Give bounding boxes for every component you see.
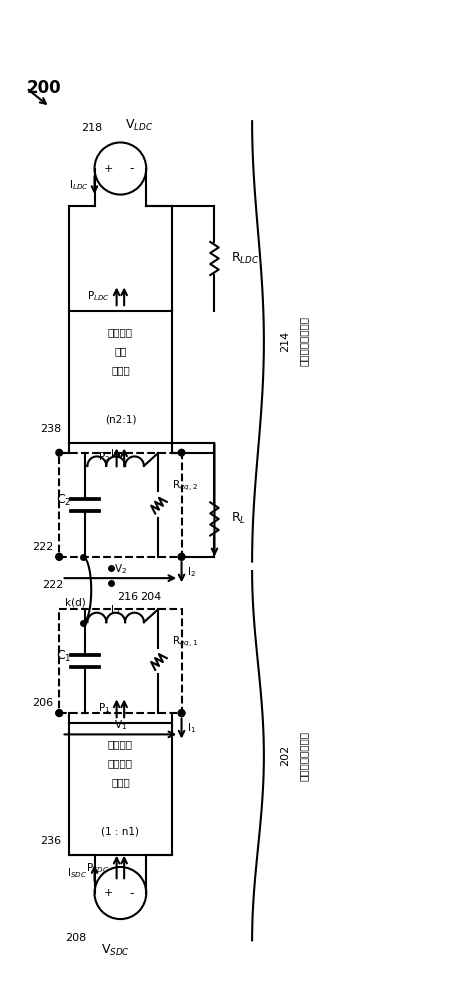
Text: I$_1$: I$_1$: [187, 722, 196, 735]
Text: 基座无线充电系统: 基座无线充电系统: [299, 731, 309, 781]
Circle shape: [178, 710, 185, 716]
Bar: [69, 723, 172, 855]
Text: V$_1$: V$_1$: [114, 718, 127, 732]
Text: L$_2$: L$_2$: [110, 447, 121, 461]
Circle shape: [56, 449, 62, 456]
Text: 电动载具: 电动载具: [108, 327, 133, 337]
Text: (n2:1): (n2:1): [105, 414, 136, 424]
Text: 200: 200: [26, 79, 61, 97]
Text: 202: 202: [280, 745, 290, 766]
Text: R$_L$: R$_L$: [231, 511, 246, 526]
Text: 222: 222: [42, 580, 64, 590]
Text: C$_1$: C$_1$: [56, 649, 72, 664]
Text: 转换器: 转换器: [111, 365, 130, 375]
Circle shape: [178, 554, 185, 560]
Text: R$_{eq, 2}$: R$_{eq, 2}$: [172, 479, 198, 493]
Circle shape: [56, 554, 62, 560]
Text: +: +: [104, 164, 113, 174]
Text: C$_2$: C$_2$: [56, 492, 72, 508]
Text: R$_{LDC}$: R$_{LDC}$: [231, 251, 259, 266]
Circle shape: [56, 710, 62, 716]
Text: 214: 214: [280, 331, 290, 352]
Text: 基座充电: 基座充电: [108, 739, 133, 749]
Bar: [69, 311, 172, 443]
Text: V$_{SDC}$: V$_{SDC}$: [101, 943, 130, 958]
Text: P$_2$: P$_2$: [98, 450, 110, 464]
Circle shape: [178, 710, 185, 716]
Circle shape: [178, 449, 185, 456]
Text: I$_2$: I$_2$: [187, 565, 196, 579]
Text: P$_{SDC}$: P$_{SDC}$: [87, 862, 110, 875]
Text: 218: 218: [81, 123, 103, 133]
Text: k(d): k(d): [65, 597, 86, 607]
Text: 222: 222: [32, 542, 54, 552]
Text: I$_{SDC}$: I$_{SDC}$: [67, 866, 88, 880]
Circle shape: [56, 554, 62, 560]
Text: -: -: [130, 887, 134, 900]
Text: V$_{LDC}$: V$_{LDC}$: [125, 118, 153, 133]
Text: 功率: 功率: [114, 346, 127, 356]
Text: -: -: [130, 162, 134, 175]
Text: P$_{LDC}$: P$_{LDC}$: [87, 289, 110, 303]
Text: +: +: [104, 888, 113, 898]
Text: P$_1$: P$_1$: [98, 701, 110, 715]
Text: R$_{eq, 1}$: R$_{eq, 1}$: [172, 635, 198, 649]
Text: 转换器: 转换器: [111, 777, 130, 787]
Bar: [59, 609, 181, 713]
Text: 208: 208: [65, 933, 86, 943]
Text: I$_{LDC}$: I$_{LDC}$: [69, 178, 89, 192]
Circle shape: [56, 710, 62, 716]
Circle shape: [178, 554, 185, 560]
Text: 206: 206: [32, 698, 54, 708]
Text: 电动载具充电系统: 电动载具充电系统: [299, 316, 309, 366]
Text: 204: 204: [140, 592, 161, 602]
Text: L$_1$: L$_1$: [110, 604, 122, 617]
Text: V$_2$: V$_2$: [114, 562, 127, 576]
Text: 系统功率: 系统功率: [108, 758, 133, 768]
Text: 216: 216: [117, 592, 138, 602]
Text: (1 : n1): (1 : n1): [101, 826, 139, 836]
Text: 236: 236: [40, 836, 61, 846]
Text: 238: 238: [40, 424, 61, 434]
Bar: [59, 453, 181, 557]
